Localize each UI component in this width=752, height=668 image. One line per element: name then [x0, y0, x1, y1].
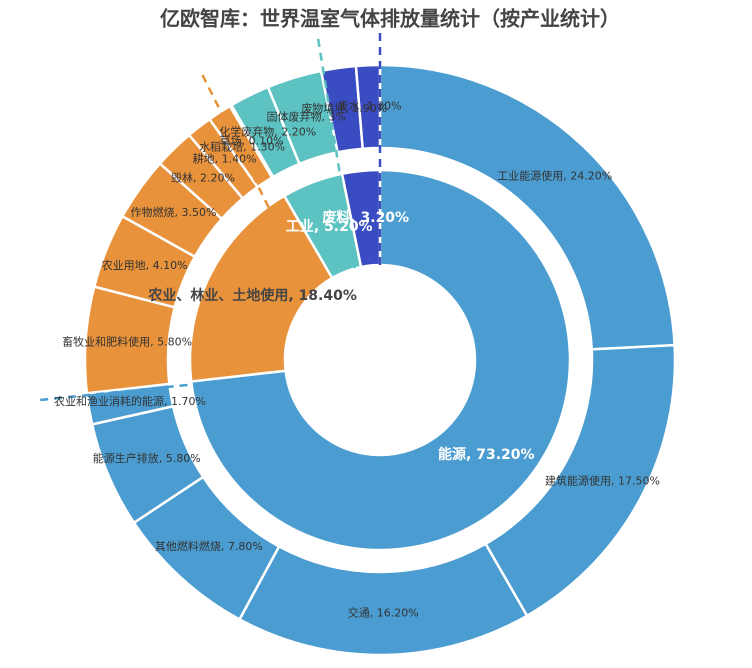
rings: [83, 63, 677, 657]
data-label: 毁林, 2.20%: [171, 171, 235, 185]
data-label: 化学废弃物, 2.20%: [219, 125, 316, 139]
data-label: 畜牧业和肥料使用, 5.80%: [62, 334, 192, 348]
data-label: 耕地, 1.40%: [193, 152, 257, 166]
data-label: 农业和渔业消耗的能源, 1.70%: [54, 394, 206, 408]
segment: [237, 542, 529, 657]
segment: [378, 63, 676, 351]
data-label: 废料, 3.20%: [322, 209, 409, 226]
chart-title: 亿欧智库：世界温室气体排放量统计（按产业统计）: [160, 7, 620, 31]
data-label: 其他燃料燃烧, 7.80%: [155, 539, 263, 553]
data-label: 农业用地, 4.10%: [102, 258, 188, 272]
segment: [188, 194, 334, 383]
data-label: 能源, 73.20%: [438, 446, 535, 463]
data-label: 工业能源使用, 24.20%: [497, 168, 612, 182]
pointer: [316, 37, 357, 269]
data-label: 废水, 1.30%: [338, 99, 402, 113]
data-label: 工业, 5.20%: [286, 219, 373, 235]
data-label: 草场, 0.10%: [220, 133, 284, 147]
data-label: 水稻栽培, 1.30%: [199, 139, 285, 153]
data-label: 农业、林业、土地使用, 18.40%: [147, 287, 357, 304]
pointer: [198, 69, 302, 271]
data-label: 交通, 16.20%: [348, 605, 419, 619]
data-label: 作物燃烧, 3.50%: [131, 205, 217, 219]
segment: [189, 168, 572, 552]
pointer-lines: [39, 32, 382, 402]
labels: 能源, 73.20% 农业、林业、土地使用, 18.40% 工业, 5.20%废料,…: [54, 99, 660, 620]
data-label: 能源生产排放, 5.80%: [93, 451, 201, 465]
data-label: 废物填埋, 1.90%: [301, 101, 387, 115]
data-label: 建筑能源使用, 17.50%: [545, 473, 660, 487]
data-label: 固体废弃物, 3%: [266, 109, 345, 123]
